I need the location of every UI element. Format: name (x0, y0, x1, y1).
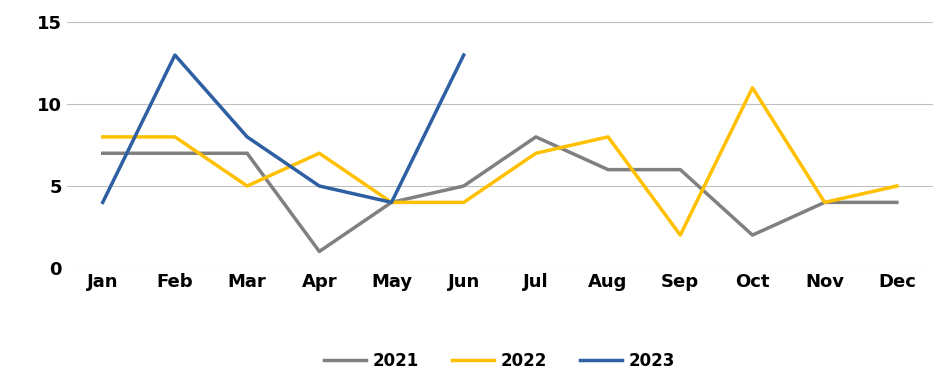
2023 (386, 200, 397, 205)
Legend: 2021, 2022, 2023: 2021, 2022, 2023 (318, 345, 682, 372)
2022 (242, 184, 253, 188)
2021 (313, 249, 325, 254)
2022 (313, 151, 325, 155)
2022 (819, 200, 830, 205)
Line: 2022: 2022 (103, 88, 897, 235)
2021 (603, 167, 614, 172)
2021 (891, 200, 902, 205)
2021 (530, 135, 542, 139)
2021 (242, 151, 253, 155)
2021 (169, 151, 181, 155)
2022 (603, 135, 614, 139)
2021 (458, 184, 469, 188)
2022 (458, 200, 469, 205)
2022 (386, 200, 397, 205)
2022 (97, 135, 109, 139)
2022 (746, 86, 758, 90)
2021 (675, 167, 686, 172)
2023 (97, 200, 109, 205)
Line: 2023: 2023 (103, 55, 464, 202)
2022 (675, 233, 686, 237)
2021 (746, 233, 758, 237)
2023 (313, 184, 325, 188)
2023 (242, 135, 253, 139)
2022 (169, 135, 181, 139)
2021 (386, 200, 397, 205)
2023 (169, 53, 181, 57)
2021 (97, 151, 109, 155)
2022 (891, 184, 902, 188)
2021 (819, 200, 830, 205)
2022 (530, 151, 542, 155)
Line: 2021: 2021 (103, 137, 897, 251)
2023 (458, 53, 469, 57)
